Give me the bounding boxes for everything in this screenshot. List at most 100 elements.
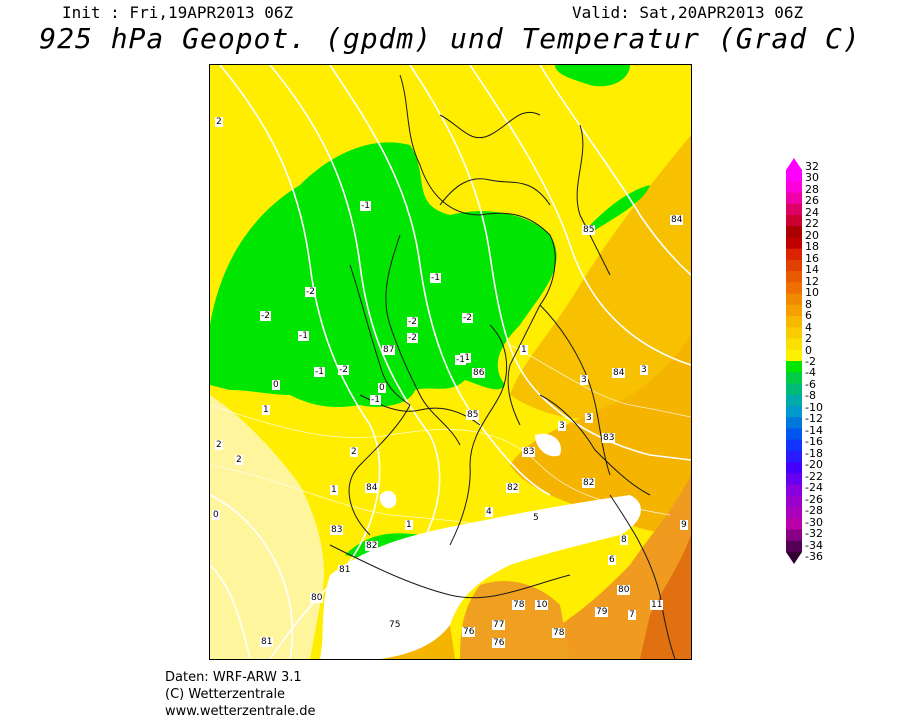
temp-label: -2 [260, 311, 271, 321]
geopot-label: 86 [472, 368, 486, 378]
temp-label: 0 [212, 510, 220, 520]
color-scale [786, 158, 802, 564]
scale-swatch [786, 293, 802, 306]
scale-label: 16 [805, 251, 819, 265]
footer-copyright: (C) Wetterzentrale [165, 687, 286, 702]
temp-label: -1 [360, 201, 371, 211]
scale-label: 10 [805, 286, 819, 300]
scale-swatch [786, 417, 802, 429]
temp-label: 8 [620, 535, 628, 545]
scale-label: 6 [805, 309, 812, 323]
scale-label: 24 [805, 205, 819, 219]
scale-label: -20 [805, 458, 823, 472]
scale-label: -16 [805, 435, 823, 449]
temp-label: 2 [215, 117, 223, 127]
geopot-label: 76 [492, 638, 506, 648]
scale-label: 22 [805, 217, 819, 231]
temp-label: -1 [455, 355, 466, 365]
scale-swatch [786, 271, 802, 283]
scale-label: 0 [805, 343, 812, 357]
geopot-label: 83 [602, 433, 616, 443]
scale-label: -4 [805, 366, 816, 380]
geopot-label: 78 [512, 600, 526, 610]
init-time: Init : Fri,19APR2013 06Z [62, 3, 294, 22]
isotherms [210, 344, 691, 546]
scale-swatch [786, 214, 802, 227]
terrain-mask [320, 495, 641, 659]
scale-swatch [786, 439, 802, 452]
temp-label: -2 [462, 313, 473, 323]
geopot-contours [210, 65, 691, 659]
temp-zone-orange-light [510, 135, 691, 419]
temp-label: 0 [272, 380, 280, 390]
scale-swatch [786, 529, 802, 542]
map-svg [210, 65, 691, 659]
temp-label: -2 [407, 317, 418, 327]
scale-swatch [786, 282, 802, 295]
scale-swatch [786, 450, 802, 463]
geopot-label: 82 [582, 478, 596, 488]
scale-swatch [786, 428, 802, 441]
temp-label: 3 [580, 375, 588, 385]
scale-swatch [786, 484, 802, 497]
borders [329, 74, 676, 659]
temp-label: -2 [305, 287, 316, 297]
geopot-label: 80 [617, 585, 631, 595]
temp-label: 6 [608, 555, 616, 565]
temp-label: 1 [262, 405, 270, 415]
temp-label: -2 [407, 333, 418, 343]
temp-label: 1 [520, 345, 528, 355]
scale-label: 26 [805, 194, 819, 208]
scale-swatch [786, 226, 802, 238]
geopot-label: 80 [310, 593, 324, 603]
geopot-label: 76 [462, 627, 476, 637]
scale-swatch [786, 405, 802, 418]
scale-label: 12 [805, 274, 819, 288]
temp-zone-green [210, 142, 557, 407]
scale-swatch [786, 372, 802, 384]
scale-label: -28 [805, 504, 823, 518]
map-title: 925 hPa Geopot. (gpdm) und Temperatur (G… [39, 22, 861, 55]
scale-label: 14 [805, 263, 819, 277]
valid-time: Valid: Sat,20APR2013 06Z [572, 3, 804, 22]
scale-label: -12 [805, 412, 823, 426]
temp-label: 11 [650, 600, 664, 610]
scale-swatch [786, 495, 802, 508]
temp-label: 1 [330, 485, 338, 495]
weather-map: 2 -1 -2 -1 -2 -2 -1 -2 -1 -1 -2 -2 -1 0 … [209, 64, 692, 660]
scale-label: -22 [805, 469, 823, 483]
temp-label: 1 [405, 520, 413, 530]
scale-label: -14 [805, 423, 823, 437]
temp-label: 9 [680, 520, 688, 530]
scale-label: -24 [805, 481, 823, 495]
scale-swatch [786, 462, 802, 474]
geopot-label: 85 [582, 225, 596, 235]
scale-swatch [786, 170, 802, 182]
terrain-mask-small2 [535, 433, 561, 457]
scale-swatch [786, 203, 802, 216]
scale-swatch [786, 349, 802, 362]
temp-label: -2 [338, 365, 349, 375]
scale-label: 4 [805, 320, 812, 334]
scale-label: -30 [805, 515, 823, 529]
scale-label: 28 [805, 182, 819, 196]
scale-swatch [786, 383, 802, 396]
scale-label: -10 [805, 400, 823, 414]
scale-swatch [786, 237, 802, 250]
geopot-label: 81 [338, 565, 352, 575]
temp-label: -1 [298, 331, 309, 341]
scale-swatch [786, 518, 802, 531]
geopot-label: 84 [612, 368, 626, 378]
scale-swatch [786, 507, 802, 519]
scale-swatch [786, 327, 802, 340]
temp-label: 2 [350, 447, 358, 457]
terrain-mask-small [379, 490, 397, 509]
geopot-label: 78 [552, 628, 566, 638]
temp-zone-green-baltic [590, 185, 650, 230]
scale-label: 32 [805, 160, 819, 173]
scale-label: -32 [805, 527, 823, 541]
scale-label: 8 [805, 297, 812, 311]
scale-swatch [786, 540, 802, 553]
geopot-label: 83 [522, 447, 536, 457]
geopot-label: 85 [466, 410, 480, 420]
